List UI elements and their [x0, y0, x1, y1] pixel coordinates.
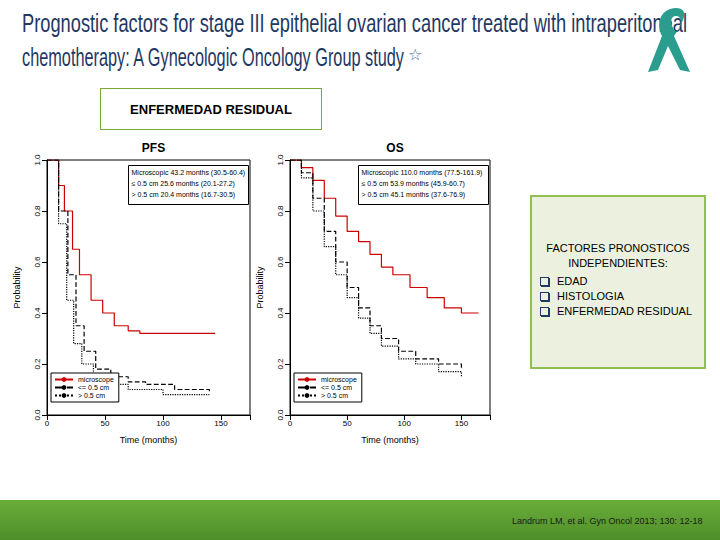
svg-text:0.4: 0.4 — [276, 307, 285, 319]
svg-text:150: 150 — [214, 419, 228, 428]
html-text:ENFERMEDAD RESIDUAL: ENFERMEDAD RESIDUAL — [557, 305, 693, 317]
svg-text:Prognostic factors for stage I: Prognostic factors for stage III epithel… — [22, 9, 687, 37]
svg-text:Time (months): Time (months) — [361, 435, 419, 445]
svg-text:OS: OS — [386, 141, 403, 155]
svg-text:<= 0.5 cm: <= 0.5 cm — [321, 384, 352, 391]
svg-text:microscope: microscope — [321, 376, 357, 384]
svg-text:0.0: 0.0 — [33, 409, 42, 421]
svg-text:0: 0 — [288, 419, 293, 428]
svg-text:<= 0.5 cm: <= 0.5 cm — [78, 384, 109, 391]
svg-text:50: 50 — [101, 419, 110, 428]
svg-text:Probability: Probability — [255, 266, 265, 309]
svg-text:0.4: 0.4 — [33, 307, 42, 319]
svg-text:1.0: 1.0 — [33, 154, 42, 166]
svg-text:PFS: PFS — [142, 141, 165, 155]
svg-text:0.6: 0.6 — [276, 256, 285, 268]
svg-text:☆: ☆ — [408, 45, 422, 64]
svg-text:0.8: 0.8 — [33, 205, 42, 217]
svg-text:Microscopic 110.0 months (77.5: Microscopic 110.0 months (77.5-161.9) — [362, 169, 483, 177]
svg-text:> 0.5 cm 45.1 months (37.6-76.: > 0.5 cm 45.1 months (37.6-76.9) — [362, 191, 466, 199]
svg-text:0.8: 0.8 — [276, 205, 285, 217]
html-text:HISTOLOGIA: HISTOLOGIA — [557, 290, 624, 302]
html-text:Landrum LM, et al. Gyn Oncol 2: Landrum LM, et al. Gyn Oncol 2013; 130: … — [512, 516, 703, 526]
svg-text:≤ 0.5 cm 25.6 months (20.1-27.: ≤ 0.5 cm 25.6 months (20.1-27.2) — [132, 180, 235, 188]
svg-text:> 0.5 cm: > 0.5 cm — [321, 392, 348, 399]
svg-text:Microscopic 43.2 months (30.5-: Microscopic 43.2 months (30.5-60.4) — [132, 169, 246, 177]
html-text:FACTORES PRONOSTICOS INDEPENDI: FACTORES PRONOSTICOS INDEPENDIENTES: — [546, 242, 690, 269]
svg-text:150: 150 — [455, 419, 469, 428]
svg-text:0.6: 0.6 — [33, 256, 42, 268]
html-text:EDAD: EDAD — [557, 275, 588, 287]
svg-text:chemotherapy: A Gynecologic On: chemotherapy: A Gynecologic Oncology Gro… — [22, 43, 404, 71]
svg-text:> 0.5 cm: > 0.5 cm — [78, 392, 105, 399]
svg-text:0.2: 0.2 — [276, 358, 285, 370]
svg-text:1.0: 1.0 — [276, 154, 285, 166]
svg-text:0.0: 0.0 — [276, 409, 285, 421]
svg-text:0: 0 — [45, 419, 50, 428]
svg-text:microscope: microscope — [78, 376, 114, 384]
html-text:ENFERMEDAD RESIDUAL: ENFERMEDAD RESIDUAL — [130, 101, 292, 117]
svg-text:100: 100 — [156, 419, 170, 428]
svg-text:Probability: Probability — [12, 266, 22, 309]
svg-text:≤ 0.5 cm 53.9 months (45.9-60.: ≤ 0.5 cm 53.9 months (45.9-60.7) — [362, 180, 465, 188]
svg-text:50: 50 — [343, 419, 352, 428]
svg-text:> 0.5 cm 20.4 months (16.7-30.: > 0.5 cm 20.4 months (16.7-30.5) — [132, 191, 236, 199]
svg-text:0.2: 0.2 — [33, 358, 42, 370]
svg-text:Time (months): Time (months) — [120, 435, 178, 445]
svg-text:100: 100 — [398, 419, 412, 428]
